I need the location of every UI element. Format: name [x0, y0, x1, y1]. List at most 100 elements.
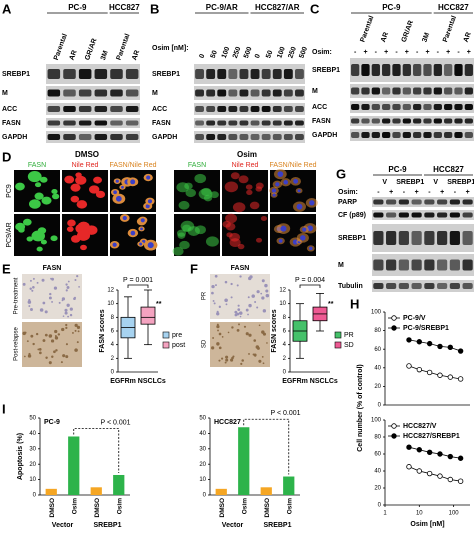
tissue-speck — [60, 361, 63, 364]
blot-band — [47, 69, 61, 79]
lane-label: 250 — [232, 46, 243, 59]
blot-band — [250, 89, 260, 97]
y-tick-label: 30 — [29, 446, 36, 452]
blot-band — [195, 89, 204, 97]
tissue-speck — [234, 313, 238, 317]
panel-letter: G — [336, 166, 346, 181]
blot-band — [444, 132, 453, 138]
tissue-speck — [261, 296, 265, 300]
blot-band — [413, 64, 422, 76]
blot-band — [206, 89, 216, 97]
blot-band — [371, 87, 380, 95]
y-tick-label: 4 — [283, 342, 287, 348]
tissue-speck — [42, 339, 46, 343]
tissue-speck — [65, 355, 69, 359]
cell — [201, 187, 212, 197]
tissue-speck — [62, 315, 65, 317]
blot-band — [449, 199, 460, 205]
blot-band — [423, 104, 432, 110]
x-tick-label: 10 — [416, 511, 423, 517]
cell — [28, 199, 41, 209]
blot-band — [464, 104, 473, 110]
tissue-speck — [27, 300, 32, 304]
cell — [224, 181, 239, 193]
marker — [437, 372, 443, 378]
blot-band — [351, 118, 360, 124]
tissue-speck — [216, 324, 220, 329]
construct-label: SREBP1 — [396, 179, 424, 186]
tissue-speck — [217, 329, 219, 332]
y-tick-label: 40 — [29, 431, 36, 437]
blot-band — [386, 259, 397, 271]
cell — [39, 176, 48, 183]
tissue-speck — [24, 355, 26, 358]
nucleus — [275, 182, 280, 187]
lane-label: 100 — [221, 46, 232, 59]
tissue-speck — [254, 354, 257, 357]
y-tick-label: 20 — [199, 462, 206, 468]
tissue-speck — [245, 308, 249, 312]
blot-band — [437, 199, 448, 205]
channel-label: FASN — [188, 162, 206, 169]
cell — [80, 229, 89, 236]
blot-band — [63, 89, 76, 97]
bar — [260, 487, 272, 495]
blot-band — [423, 87, 432, 95]
cell — [95, 190, 106, 199]
blot — [350, 116, 474, 126]
x-tick-label: Osim — [116, 498, 123, 514]
row-label: M — [2, 90, 8, 97]
tissue-speck — [32, 286, 35, 289]
tissue-speck — [225, 303, 228, 306]
cell — [179, 240, 190, 250]
blot-band — [464, 118, 473, 124]
x-tick-label: DMSO — [94, 498, 101, 518]
blot-band — [371, 104, 380, 110]
row-label: GAPDH — [2, 134, 27, 141]
sign: + — [415, 189, 419, 196]
tissue-speck — [57, 333, 61, 336]
x-tick-label: Osim — [241, 498, 248, 514]
cell — [176, 182, 190, 193]
blot-band — [454, 118, 463, 124]
tissue-speck — [239, 315, 242, 318]
blot-band — [392, 64, 401, 76]
cell — [180, 220, 195, 232]
blot-band — [361, 87, 370, 95]
tissue-speck — [248, 353, 250, 355]
blot-band — [433, 118, 442, 124]
tissue-speck — [261, 330, 265, 334]
blot-band — [444, 64, 453, 76]
bar — [90, 487, 102, 495]
blot-band — [47, 106, 61, 112]
blot-band — [424, 259, 435, 271]
cell — [237, 243, 245, 250]
lane-label: 500 — [243, 46, 254, 59]
tissue-speck — [241, 359, 244, 362]
marker — [447, 476, 454, 483]
row-label: SREBP1 — [2, 71, 30, 78]
tissue-speck — [236, 328, 240, 332]
blot-band — [283, 106, 293, 112]
panel-letter: F — [190, 261, 198, 276]
sign: - — [437, 49, 440, 56]
y-tick-label: 0 — [378, 403, 382, 409]
tissue-image — [22, 274, 82, 319]
nucleus — [147, 242, 154, 249]
blot-band — [295, 134, 304, 140]
y-tick-label: 40 — [374, 365, 381, 371]
blot-band — [217, 106, 227, 112]
blot-band — [78, 106, 92, 112]
group-label: Vector — [52, 522, 74, 529]
y-tick-label: 12 — [107, 288, 114, 294]
group-label: HCC827 — [109, 3, 140, 12]
nucleus — [113, 190, 117, 195]
blot-band — [454, 87, 463, 95]
legend-label: SD — [344, 342, 354, 349]
sign: + — [425, 49, 429, 56]
blot-band — [449, 283, 460, 289]
tissue-speck — [231, 326, 234, 329]
blot-band — [228, 69, 238, 79]
x-axis-label: EGFRm NSCLCs — [110, 378, 166, 385]
blot — [194, 118, 305, 128]
